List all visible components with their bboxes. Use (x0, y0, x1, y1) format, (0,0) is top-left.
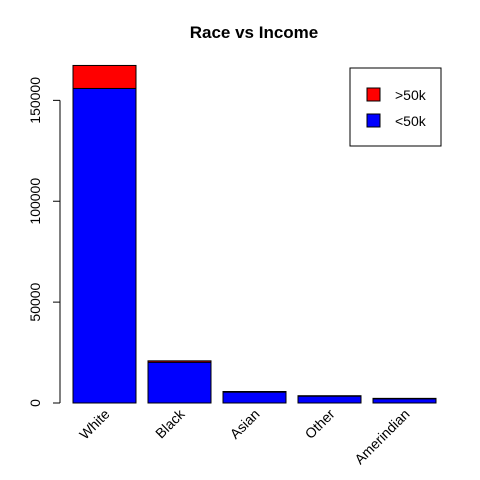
y-tick-label: 150000 (27, 77, 43, 124)
bars (72, 64, 437, 404)
legend-box (349, 67, 442, 147)
bar-black-low (147, 361, 212, 404)
bar-other-high (297, 395, 362, 397)
legend-label-low: <50k (395, 113, 427, 129)
bar-other-low (297, 395, 362, 404)
y-tick-label: 50000 (27, 282, 43, 321)
legend-swatch-low (366, 113, 381, 128)
x-tick-label: Black (152, 405, 188, 441)
y-tick-label: 100000 (27, 178, 43, 225)
y-tick-label: 0 (27, 399, 43, 407)
legend: >50k <50k (349, 67, 442, 147)
legend-swatch-high (366, 87, 381, 102)
bar-black-high (147, 360, 212, 363)
x-tick-label: Asian (227, 406, 263, 442)
x-tick-label: Other (302, 406, 338, 442)
bar-amerindian-high (372, 397, 437, 400)
x-tick-label: Amerindian (351, 406, 412, 467)
chart-title: Race vs Income (190, 23, 319, 42)
bar-asian-high (222, 390, 287, 393)
bar-white-high (72, 64, 137, 89)
legend-label-high: >50k (395, 87, 427, 103)
y-axis: 0 50000 100000 150000 (27, 77, 61, 407)
bar-white-low (72, 87, 137, 404)
bar-asian-low (222, 391, 287, 404)
x-axis-labels: White Black Asian Other Amerindian (76, 405, 413, 467)
x-tick-label: White (76, 406, 113, 443)
